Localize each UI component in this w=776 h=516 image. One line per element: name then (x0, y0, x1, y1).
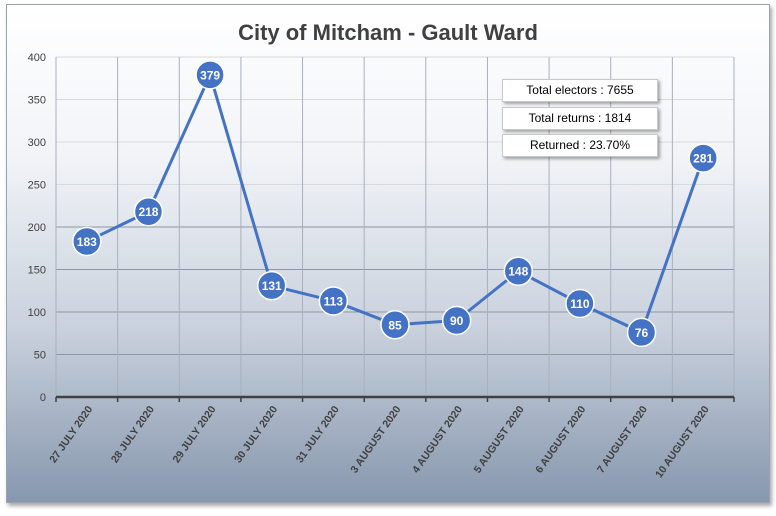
data-label: 183 (77, 235, 97, 249)
x-tick-label: 6 AUGUST 2020 (533, 404, 588, 476)
data-point (72, 226, 102, 257)
total-electors-box: Total electors : 7655 (502, 79, 658, 102)
y-tick-label: 400 (28, 52, 46, 64)
data-label: 131 (262, 279, 282, 293)
y-tick-label: 150 (28, 265, 46, 277)
y-tick-label: 0 (40, 392, 46, 404)
data-label: 148 (508, 265, 528, 279)
data-point (688, 143, 718, 173)
data-label: 76 (635, 326, 649, 340)
data-label: 110 (570, 297, 590, 311)
data-label: 90 (450, 314, 464, 328)
y-tick-label: 250 (28, 180, 46, 192)
chart-title: City of Mitcham - Gault Ward (238, 20, 538, 45)
data-point (503, 256, 534, 286)
y-tick-label: 300 (28, 137, 46, 149)
data-label: 281 (693, 152, 713, 166)
x-tick-label: 10 AUGUST 2020 (653, 404, 712, 480)
x-tick-label: 5 AUGUST 2020 (472, 404, 527, 476)
data-label: 85 (388, 318, 402, 332)
x-tick-label: 4 AUGUST 2020 (410, 404, 465, 476)
x-tick-label: 27 JULY 2020 (47, 404, 95, 466)
x-tick-label: 31 JULY 2020 (294, 404, 342, 466)
y-tick-label: 200 (28, 222, 46, 234)
data-point (626, 317, 657, 348)
data-point (133, 196, 164, 227)
x-tick-label: 28 JULY 2020 (109, 404, 157, 466)
data-point (318, 286, 349, 316)
data-point (380, 310, 410, 340)
y-tick-label: 50 (34, 350, 46, 362)
data-label: 218 (138, 205, 158, 219)
data-point (195, 60, 225, 90)
x-tick-label: 3 AUGUST 2020 (348, 404, 403, 476)
data-point (441, 305, 472, 336)
total-returns-box: Total returns : 1814 (502, 107, 658, 130)
data-point (256, 270, 287, 301)
data-label: 113 (324, 294, 344, 308)
y-tick-label: 100 (28, 307, 46, 319)
x-tick-label: 29 JULY 2020 (171, 404, 219, 466)
x-tick-label: 30 JULY 2020 (232, 404, 280, 466)
data-label: 379 (200, 68, 220, 82)
returned-percent-box: Returned : 23.70% (502, 134, 658, 157)
y-tick-label: 350 (28, 95, 46, 107)
data-point (565, 288, 595, 319)
x-tick-label: 7 AUGUST 2020 (595, 404, 650, 476)
